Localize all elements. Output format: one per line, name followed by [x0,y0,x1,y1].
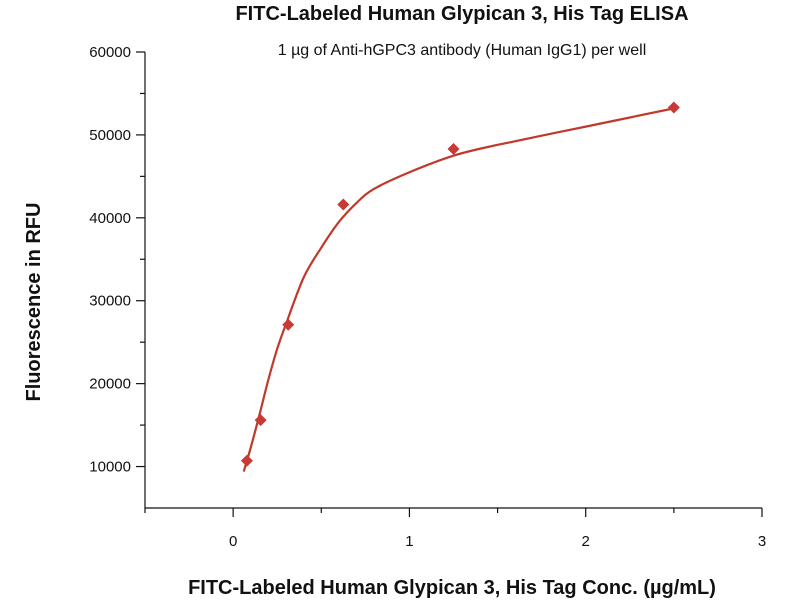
data-point [240,454,253,467]
data-points-layer [240,101,680,467]
y-tick-label: 30000 [89,293,131,310]
data-point [337,198,350,211]
x-axis-title: FITC-Labeled Human Glypican 3, His Tag C… [188,577,716,599]
y-tick-label: 20000 [89,376,131,393]
x-tick-label: 1 [405,533,413,550]
data-point [282,318,295,331]
y-tick-label: 50000 [89,127,131,144]
x-tick-label: 2 [582,533,590,550]
data-point [667,101,680,114]
y-tick-label: 40000 [89,210,131,227]
chart-title: FITC-Labeled Human Glypican 3, His Tag E… [235,3,688,25]
fit-curve-layer [242,107,675,472]
x-tick-label: 3 [758,533,766,550]
data-point [447,143,460,156]
data-point [254,414,267,427]
y-tick-label: 60000 [89,44,131,61]
y-axis-title: Fluorescence in RFU [23,203,45,402]
axes: 0 1 2 3 10000 20000 30000 40000 50000 60000 [89,44,766,550]
y-tick-label: 10000 [89,459,131,476]
chart-subtitle: 1 µg of Anti-hGPC3 antibody (Human IgG1)… [278,42,647,59]
x-tick-label: 0 [229,533,237,550]
fit-curve [242,107,675,472]
